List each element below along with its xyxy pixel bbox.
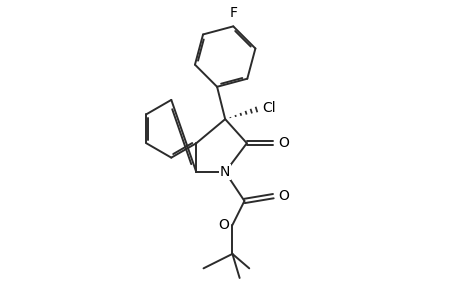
Text: F: F — [229, 6, 237, 20]
Text: O: O — [218, 218, 228, 232]
Text: Cl: Cl — [262, 101, 275, 115]
Text: O: O — [278, 189, 288, 203]
Text: O: O — [278, 136, 288, 150]
Text: N: N — [219, 165, 230, 179]
